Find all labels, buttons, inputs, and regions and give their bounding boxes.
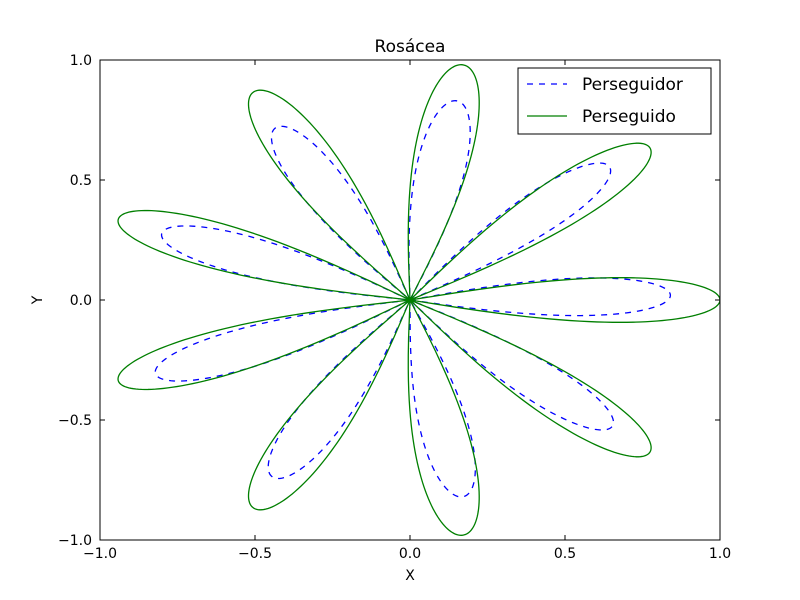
petal-perseguidor-5 bbox=[154, 299, 411, 382]
petal-perseguido-7 bbox=[407, 299, 480, 536]
petal-perseguido-4 bbox=[117, 209, 411, 301]
petal-perseguido-5 bbox=[117, 299, 411, 391]
chart-title: Rosácea bbox=[375, 37, 446, 57]
petal-perseguidor-2 bbox=[408, 100, 471, 301]
petal-perseguidor-8 bbox=[409, 299, 615, 431]
petal-perseguidor-6 bbox=[267, 299, 411, 480]
petal-perseguidor-3 bbox=[270, 125, 411, 301]
series-perseguido bbox=[117, 64, 720, 536]
x-tick-label: 0.0 bbox=[399, 546, 421, 562]
x-tick-label: −1.0 bbox=[83, 546, 117, 562]
series-layer bbox=[117, 64, 720, 536]
petal-perseguidor-4 bbox=[160, 225, 411, 301]
y-tick-label: 0.5 bbox=[70, 173, 92, 189]
legend: Perseguidor Perseguido bbox=[517, 67, 712, 135]
petal-perseguidor-7 bbox=[409, 299, 476, 498]
petal-perseguidor-1 bbox=[409, 162, 612, 301]
legend-box bbox=[517, 67, 712, 135]
petal-perseguidor-0 bbox=[409, 277, 672, 317]
petal-perseguido-2 bbox=[407, 64, 480, 301]
legend-label-perseguido: Perseguido bbox=[582, 107, 676, 127]
petal-perseguido-0 bbox=[409, 277, 720, 323]
petal-perseguido-3 bbox=[247, 89, 411, 301]
y-tick-label: 0.0 bbox=[70, 293, 92, 309]
legend-label-perseguidor: Perseguidor bbox=[582, 75, 683, 95]
x-tick-label: 1.0 bbox=[709, 546, 731, 562]
x-tick-label: 0.5 bbox=[554, 546, 576, 562]
y-tick-label: 1.0 bbox=[70, 53, 92, 69]
y-tick-label: −1.0 bbox=[58, 533, 92, 549]
ticks-layer: −1.0 −0.5 0.0 0.5 1.0 −1.0 −0.5 0.0 0.5 1.0 bbox=[58, 53, 731, 562]
x-tick-label: −0.5 bbox=[238, 546, 272, 562]
x-axis-label: X bbox=[405, 568, 415, 584]
petal-perseguido-8 bbox=[409, 299, 652, 458]
y-tick-label: −0.5 bbox=[58, 413, 92, 429]
y-axis-label: Y bbox=[30, 295, 46, 305]
petal-perseguido-1 bbox=[409, 142, 652, 301]
petal-perseguido-6 bbox=[247, 299, 411, 511]
